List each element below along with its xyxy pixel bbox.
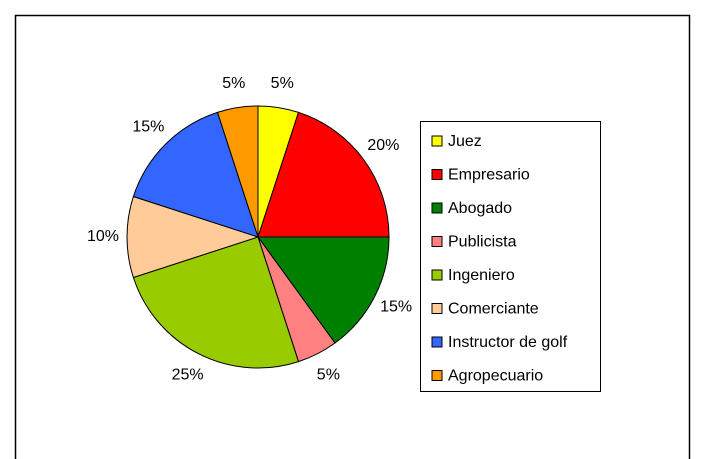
legend-swatch	[431, 303, 443, 314]
legend-label: Abogado	[448, 200, 512, 217]
legend-label: Comerciante	[448, 301, 539, 318]
legend-swatch	[431, 202, 443, 214]
data-label: 5%	[317, 366, 340, 383]
legend-box	[420, 121, 601, 392]
legend-swatch	[431, 269, 443, 281]
pie-slice	[257, 111, 390, 238]
legend-swatch	[431, 370, 443, 381]
pie-slice	[132, 111, 259, 238]
data-label: 5%	[222, 75, 245, 92]
legend-label: Ingeniero	[448, 267, 515, 284]
legend-label: Juez	[448, 133, 482, 150]
legend-swatch	[431, 169, 443, 180]
pie-slice	[257, 236, 390, 344]
legend-label: Agropecuario	[448, 368, 543, 385]
legend-swatch	[431, 135, 443, 147]
legend-swatch	[431, 336, 443, 348]
data-label: 20%	[367, 137, 399, 154]
legend-label: Publicista	[448, 234, 517, 251]
data-label: 5%	[271, 75, 294, 92]
pie-slice	[126, 195, 260, 279]
legend-label: Empresario	[448, 167, 530, 184]
pie-slice	[216, 105, 259, 238]
data-label: 10%	[87, 228, 119, 245]
data-label: 15%	[380, 299, 412, 316]
data-label: 25%	[172, 366, 204, 383]
legend-label: Instructor de golf	[448, 334, 568, 351]
legend-swatch	[431, 236, 443, 247]
pie-slice	[132, 236, 300, 369]
data-label: 15%	[132, 119, 164, 136]
